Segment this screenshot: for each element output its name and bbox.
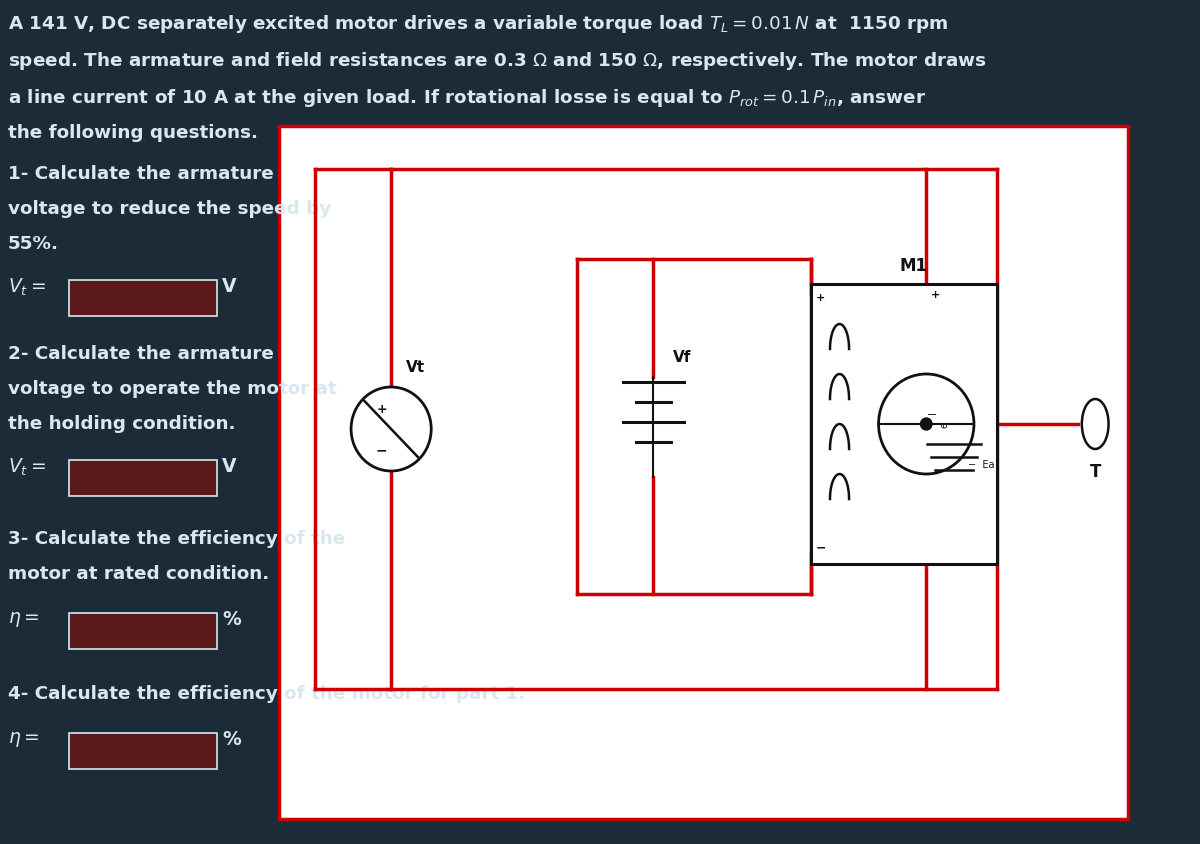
Circle shape (352, 387, 431, 472)
Text: T: T (1090, 463, 1100, 480)
Text: Vt: Vt (406, 360, 425, 375)
Text: V: V (222, 457, 236, 475)
Text: $\eta =$: $\eta =$ (7, 609, 38, 628)
FancyBboxPatch shape (68, 281, 216, 316)
Text: motor at rated condition.: motor at rated condition. (7, 565, 269, 582)
Text: A 141 V, DC separately excited motor drives a variable torque load $T_L = 0.01\,: A 141 V, DC separately excited motor dri… (7, 13, 948, 35)
Circle shape (920, 419, 932, 430)
Text: +: + (377, 403, 386, 416)
Text: 55%.: 55%. (7, 235, 59, 252)
Text: voltage to operate the motor at: voltage to operate the motor at (7, 380, 336, 398)
Text: e: e (940, 421, 949, 428)
Text: V: V (222, 277, 236, 295)
Text: +: + (931, 289, 941, 300)
Text: $V_t =$: $V_t =$ (7, 277, 46, 298)
Text: 2- Calculate the armature: 2- Calculate the armature (7, 344, 274, 363)
Text: $V_t =$: $V_t =$ (7, 457, 46, 478)
Text: a line current of 10 A at the given load. If rotational losse is equal to $P_{ro: a line current of 10 A at the given load… (7, 87, 926, 109)
Circle shape (878, 375, 974, 474)
Text: 3- Calculate the efficiency of the: 3- Calculate the efficiency of the (7, 529, 344, 548)
FancyBboxPatch shape (278, 127, 1128, 819)
Text: 4- Calculate the efficiency of the motor for part 1.: 4- Calculate the efficiency of the motor… (7, 684, 524, 702)
FancyBboxPatch shape (68, 614, 216, 649)
FancyBboxPatch shape (68, 461, 216, 496)
Text: +: + (816, 293, 824, 303)
Ellipse shape (1082, 399, 1109, 450)
Text: %: % (222, 609, 241, 628)
Text: the holding condition.: the holding condition. (7, 414, 235, 432)
Text: speed. The armature and field resistances are 0.3 $\Omega$ and 150 $\Omega$, res: speed. The armature and field resistance… (7, 50, 986, 72)
Text: %: % (222, 729, 241, 748)
Text: I: I (928, 411, 938, 414)
Text: M1: M1 (899, 257, 928, 274)
Text: −: − (816, 541, 826, 555)
Text: voltage to reduce the speed by: voltage to reduce the speed by (7, 200, 331, 218)
Text: −: − (376, 442, 388, 457)
Text: $\eta =$: $\eta =$ (7, 729, 38, 748)
FancyBboxPatch shape (811, 284, 997, 565)
FancyBboxPatch shape (68, 733, 216, 769)
Text: Vf: Vf (672, 350, 691, 365)
Text: 1- Calculate the armature: 1- Calculate the armature (7, 165, 274, 183)
Text: −  Ea: − Ea (968, 459, 995, 469)
Text: the following questions.: the following questions. (7, 124, 258, 142)
